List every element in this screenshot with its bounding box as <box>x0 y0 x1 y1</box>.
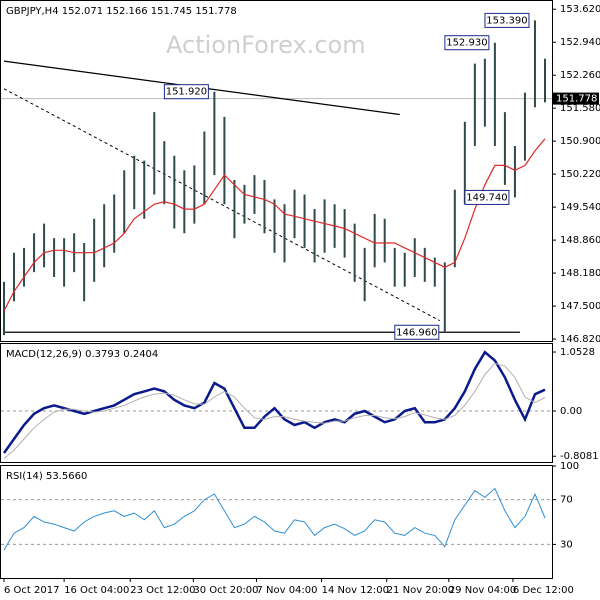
annotation-box <box>444 35 490 51</box>
y-tick-label: 150.900 <box>560 136 600 147</box>
annotation-label: 152.930 <box>446 38 487 49</box>
annotation-label: 146.960 <box>396 327 437 338</box>
y-tick-label: 151.580 <box>560 103 600 114</box>
y-tick-label: 147.500 <box>560 301 600 312</box>
trend-line <box>3 88 441 322</box>
current-price-box <box>553 92 599 105</box>
annotation-label: 153.390 <box>486 15 527 26</box>
x-tick-label: 23 Oct 12:00 <box>130 585 195 596</box>
series-line <box>3 487 546 551</box>
y-tick-label: 100 <box>560 461 579 472</box>
annotation-box <box>484 12 530 28</box>
x-tick-label: 16 Oct 04:00 <box>64 585 129 596</box>
y-tick-label: 30 <box>560 539 573 550</box>
x-tick-label: 7 Nov 04:00 <box>256 585 317 596</box>
x-tick-label: 14 Nov 12:00 <box>322 585 389 596</box>
y-tick-label: 146.820 <box>560 334 600 345</box>
rsi-panel <box>0 465 553 579</box>
y-tick-label: 0.00 <box>560 406 582 417</box>
annotation-box <box>163 84 209 100</box>
current-price-label: 151.778 <box>556 94 597 105</box>
series-line <box>2 350 546 454</box>
y-tick-label: -0.8081 <box>560 451 599 462</box>
x-tick-label: 29 Nov 04:00 <box>449 585 516 596</box>
y-tick-label: 1.0528 <box>560 347 595 358</box>
watermark: ActionForex.com <box>166 31 366 59</box>
y-tick-label: 153.620 <box>560 4 600 15</box>
annotation-box <box>394 324 440 340</box>
x-tick-label: 30 Oct 20:00 <box>193 585 258 596</box>
panel-title: GBPJPY,H4 152.071 152.166 151.745 151.77… <box>6 6 237 17</box>
annotation-label: 149.740 <box>466 192 507 203</box>
macd-panel <box>0 343 553 463</box>
y-tick-label: 70 <box>560 495 573 506</box>
y-tick-label: 152.260 <box>560 70 600 81</box>
y-tick-label: 152.940 <box>560 37 600 48</box>
x-tick-label: 6 Dec 12:00 <box>513 585 574 596</box>
y-tick-label: 149.540 <box>560 202 600 213</box>
panel-title: RSI(14) 53.5660 <box>6 471 87 482</box>
y-tick-label: 148.860 <box>560 235 600 246</box>
x-tick-label: 21 Nov 20:00 <box>387 585 454 596</box>
y-tick-label: 148.180 <box>560 268 600 279</box>
x-tick-label: 6 Oct 2017 <box>4 585 59 596</box>
price-panel <box>0 0 553 342</box>
series-line <box>3 362 546 459</box>
series-line <box>3 138 546 312</box>
annotation-box <box>464 189 510 205</box>
panel-title: MACD(12,26,9) 0.3793 0.2404 <box>6 349 158 360</box>
y-tick-label: 150.220 <box>560 169 600 180</box>
annotation-label: 151.920 <box>166 87 207 98</box>
